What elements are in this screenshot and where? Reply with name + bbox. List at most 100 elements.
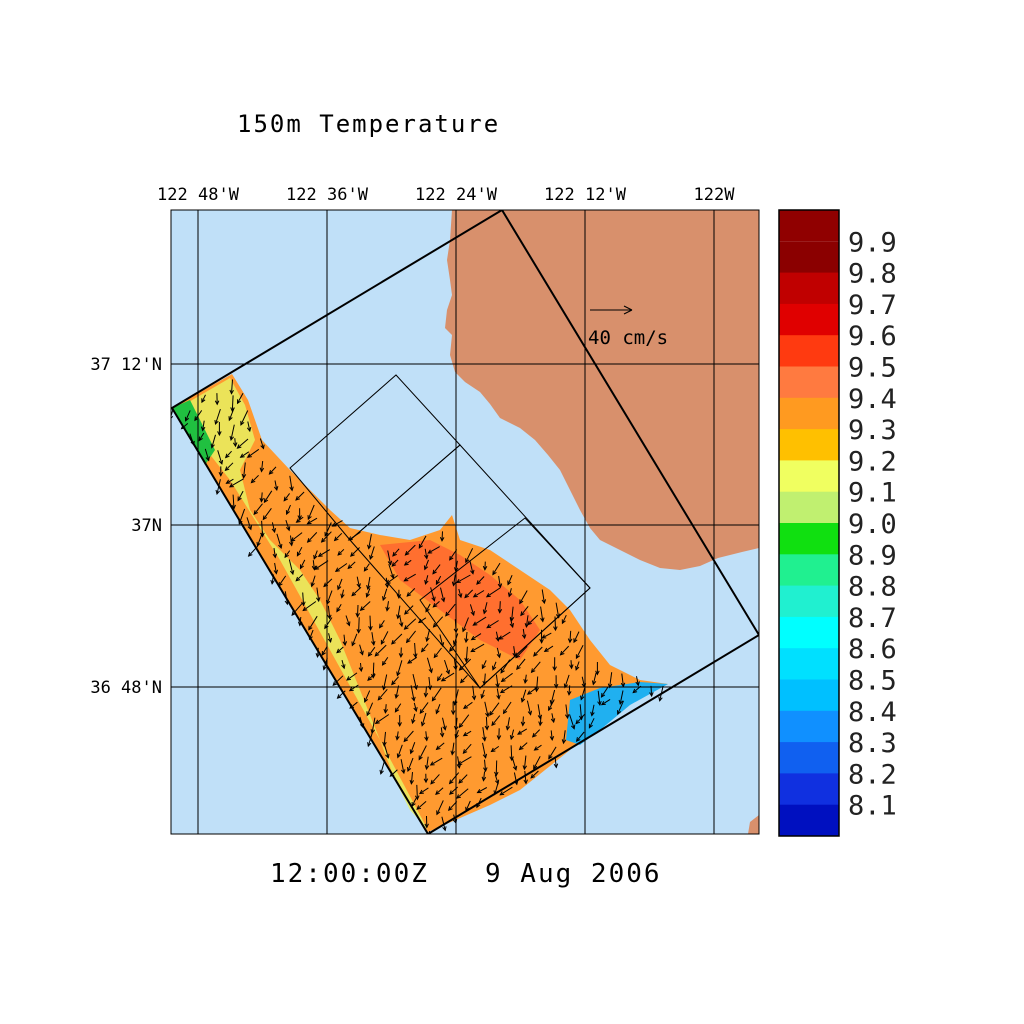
velocity-vector bbox=[576, 731, 585, 742]
velocity-vector bbox=[522, 716, 524, 726]
velocity-vector bbox=[515, 645, 528, 658]
velocity-vector bbox=[486, 620, 499, 629]
velocity-vector bbox=[432, 564, 441, 575]
velocity-vector bbox=[404, 573, 416, 582]
velocity-vector-head bbox=[445, 611, 450, 617]
velocity-vector-head bbox=[420, 647, 426, 653]
velocity-vector-head bbox=[384, 583, 390, 589]
velocity-vector-head bbox=[424, 736, 429, 742]
lat-tick-label: 36 48'N bbox=[90, 678, 162, 698]
velocity-vector bbox=[526, 700, 532, 715]
velocity-vector-head bbox=[519, 599, 524, 605]
velocity-vector-head bbox=[489, 711, 494, 716]
velocity-vector-head bbox=[456, 794, 462, 799]
velocity-vector-head bbox=[288, 541, 294, 547]
velocity-vector-head bbox=[497, 608, 503, 614]
velocity-vector-head bbox=[453, 628, 459, 634]
velocity-vector-head bbox=[433, 653, 439, 659]
velocity-vector bbox=[217, 450, 223, 465]
velocity-vector-head bbox=[431, 696, 437, 702]
velocity-vector bbox=[499, 601, 501, 613]
velocity-vector bbox=[536, 676, 539, 692]
velocity-vector-head bbox=[451, 581, 457, 587]
velocity-vector bbox=[377, 688, 388, 701]
timestamp-date: 9 Aug 2006 bbox=[485, 859, 662, 889]
velocity-vector-head bbox=[472, 593, 478, 598]
velocity-vector-head bbox=[320, 537, 326, 543]
velocity-vector bbox=[455, 560, 458, 572]
colorbar-label: 8.3 bbox=[848, 728, 897, 759]
field-red-patch bbox=[380, 540, 540, 660]
velocity-vector-head bbox=[423, 554, 429, 560]
velocity-vector-head bbox=[552, 666, 557, 672]
velocity-vector-head bbox=[595, 670, 600, 676]
velocity-vector-head bbox=[459, 678, 465, 684]
velocity-vector-head bbox=[323, 582, 329, 588]
velocity-vector-head bbox=[210, 443, 215, 449]
velocity-vector-head bbox=[364, 697, 369, 703]
velocity-vector bbox=[486, 587, 501, 598]
velocity-vector bbox=[537, 704, 541, 719]
velocity-vector-head bbox=[484, 725, 490, 731]
velocity-vector-head bbox=[527, 710, 533, 716]
velocity-vector-head bbox=[396, 753, 402, 759]
velocity-vector bbox=[592, 672, 597, 685]
velocity-vector-head bbox=[553, 763, 559, 769]
velocity-vector-head bbox=[369, 554, 374, 561]
velocity-vector-head bbox=[295, 518, 301, 523]
velocity-vector-head bbox=[236, 399, 242, 405]
velocity-vector bbox=[232, 494, 235, 509]
velocity-vector bbox=[261, 460, 264, 472]
velocity-vector bbox=[459, 714, 470, 728]
velocity-vector-head bbox=[453, 700, 458, 706]
velocity-vector bbox=[532, 729, 541, 738]
velocity-vector-head bbox=[371, 673, 376, 679]
velocity-vector-head bbox=[555, 613, 561, 619]
velocity-vector bbox=[384, 704, 387, 713]
velocity-vector bbox=[308, 615, 318, 630]
scale-arrow bbox=[590, 305, 633, 315]
velocity-vector-head bbox=[404, 610, 409, 615]
velocity-vector bbox=[569, 714, 575, 729]
velocity-vector-head bbox=[423, 778, 429, 784]
velocity-vector bbox=[575, 661, 580, 670]
velocity-vector bbox=[313, 550, 318, 559]
velocity-vector-head bbox=[494, 771, 499, 777]
velocity-vector bbox=[243, 462, 246, 478]
velocity-vector-head bbox=[462, 627, 467, 633]
velocity-vector bbox=[321, 531, 332, 543]
inner-box-3 bbox=[419, 517, 591, 689]
velocity-vector-head bbox=[500, 668, 505, 674]
velocity-vector bbox=[527, 686, 539, 695]
velocity-vector-head bbox=[359, 650, 364, 656]
velocity-vector bbox=[295, 491, 305, 501]
velocity-vector-head bbox=[291, 611, 296, 616]
velocity-vector bbox=[283, 493, 291, 501]
velocity-vector bbox=[225, 450, 232, 458]
velocity-vector bbox=[440, 727, 443, 737]
velocity-vector-head bbox=[548, 706, 553, 712]
velocity-vector-head bbox=[550, 718, 556, 724]
field-green-patch bbox=[172, 400, 215, 465]
velocity-vector bbox=[228, 407, 235, 421]
velocity-vector bbox=[448, 801, 458, 811]
velocity-vector-head bbox=[396, 671, 401, 677]
velocity-vector-head bbox=[480, 693, 485, 700]
velocity-vector-head bbox=[435, 745, 441, 751]
velocity-vector bbox=[371, 632, 375, 645]
velocity-vector-head bbox=[396, 594, 402, 599]
velocity-vector bbox=[251, 474, 259, 483]
velocity-vector-head bbox=[403, 577, 409, 582]
velocity-vector-head bbox=[453, 665, 458, 671]
velocity-vector-head bbox=[270, 579, 275, 585]
lon-tick-label: 122W bbox=[694, 185, 736, 205]
velocity-vector bbox=[367, 576, 371, 590]
velocity-vector-head bbox=[450, 750, 455, 756]
velocity-vector-head bbox=[214, 400, 220, 406]
velocity-vector-head bbox=[215, 489, 220, 495]
velocity-vector-head bbox=[559, 650, 565, 656]
velocity-vector bbox=[444, 659, 450, 674]
velocity-vector-head bbox=[440, 597, 446, 603]
velocity-vector-head bbox=[567, 690, 572, 696]
velocity-vector-head bbox=[553, 683, 559, 689]
